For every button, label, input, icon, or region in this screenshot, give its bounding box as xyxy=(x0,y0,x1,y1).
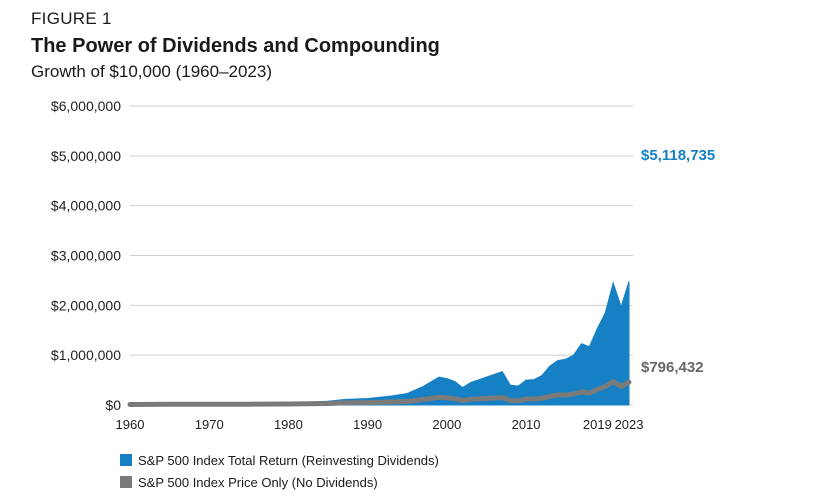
legend-item-price-only: S&P 500 Index Price Only (No Dividends) xyxy=(120,471,439,493)
chart-canvas: $0 $1,000,000 $2,000,000 $3,000,000 $4,000,0… xyxy=(51,98,715,432)
series-area-total-return xyxy=(129,281,630,406)
end-labels: $5,118,735 $796,432 xyxy=(641,147,715,376)
legend: S&P 500 Index Total Return (Reinvesting … xyxy=(120,449,439,493)
y-axis-ticks: $0 $1,000,000 $2,000,000 $3,000,000 $4,000,0… xyxy=(51,98,121,413)
y-tick-label: $2,000,000 xyxy=(51,297,121,313)
legend-swatch-total-return xyxy=(120,454,132,466)
y-tick-label: $0 xyxy=(105,397,121,413)
x-tick-label: 1990 xyxy=(353,417,382,432)
y-tick-label: $5,000,000 xyxy=(51,148,121,164)
series-line-price-only xyxy=(127,379,632,407)
series-layer xyxy=(127,281,632,407)
legend-label-total-return: S&P 500 Index Total Return (Reinvesting … xyxy=(138,452,439,468)
legend-swatch-price-only xyxy=(120,476,132,488)
end-label-price-only: $796,432 xyxy=(641,359,704,376)
legend-item-total-return: S&P 500 Index Total Return (Reinvesting … xyxy=(120,449,439,471)
x-tick-label: 2000 xyxy=(432,417,461,432)
chart-subtitle: Growth of $10,000 (1960–2023) xyxy=(31,62,273,81)
x-tick-label: 1970 xyxy=(195,417,224,432)
chart-title: The Power of Dividends and Compounding xyxy=(31,35,440,57)
y-tick-label: $1,000,000 xyxy=(51,347,121,363)
x-tick-label: 2019 xyxy=(583,417,612,432)
end-label-total-return: $5,118,735 xyxy=(641,147,715,164)
x-tick-label: 2023 xyxy=(615,417,644,432)
x-tick-label: 1980 xyxy=(274,417,303,432)
legend-label-price-only: S&P 500 Index Price Only (No Dividends) xyxy=(138,474,378,490)
figure-label: FIGURE 1 xyxy=(31,9,112,28)
y-tick-label: $6,000,000 xyxy=(51,98,121,114)
x-axis-ticks: 1960 1970 1980 1990 2000 2010 2019 2023 xyxy=(116,417,644,432)
x-tick-label: 2010 xyxy=(512,417,541,432)
y-tick-label: $3,000,000 xyxy=(51,248,121,264)
y-tick-label: $4,000,000 xyxy=(51,198,121,214)
x-tick-label: 1960 xyxy=(116,417,145,432)
